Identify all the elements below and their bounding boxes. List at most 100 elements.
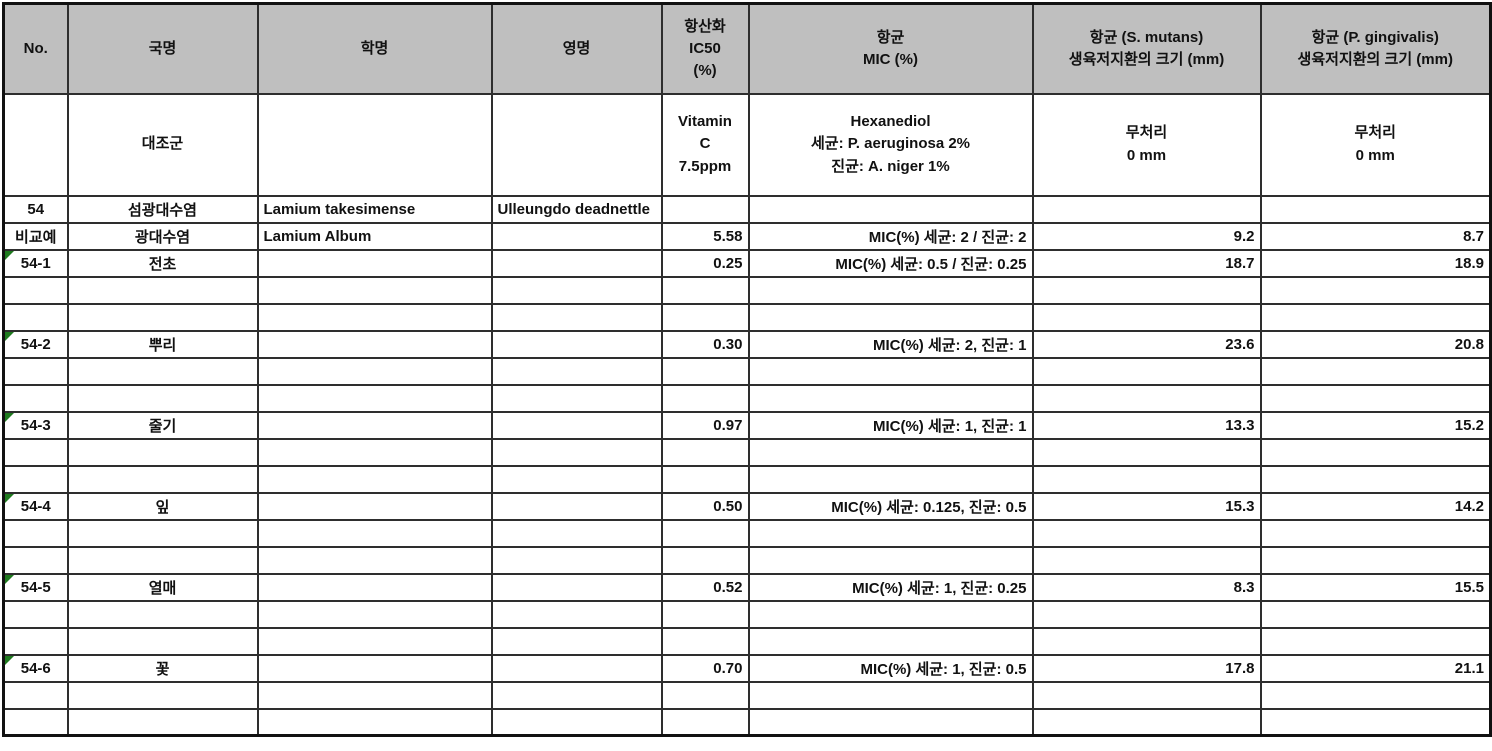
cell-antioxidant-ic50[interactable] [660, 680, 750, 710]
cell-english-name[interactable] [490, 518, 663, 548]
cell-scientific-name[interactable] [256, 518, 493, 548]
cell-english-name[interactable] [490, 356, 663, 386]
cell-scientific-name[interactable] [256, 545, 493, 575]
cell-antioxidant-ic50[interactable] [660, 518, 750, 548]
cell-korean-name[interactable] [66, 518, 259, 548]
cell-scientific-name[interactable] [256, 707, 493, 737]
cell-english-name[interactable] [490, 275, 663, 305]
cell-english-name[interactable] [490, 680, 663, 710]
cell-english-name[interactable] [490, 248, 663, 278]
cell-antioxidant-ic50[interactable]: 0.30 [660, 329, 750, 359]
cell-no[interactable] [2, 275, 69, 305]
cell-antioxidant-ic50[interactable]: 0.25 [660, 248, 750, 278]
cell-gingivalis-zone[interactable] [1259, 194, 1492, 224]
cell-korean-name[interactable] [66, 626, 259, 656]
cell-korean-name[interactable]: 섬광대수염 [66, 194, 259, 224]
cell-gingivalis-zone[interactable]: 18.9 [1259, 248, 1492, 278]
cell-english-name[interactable] [490, 626, 663, 656]
cell-english-name[interactable] [490, 707, 663, 737]
cell-no[interactable]: 54-3 [2, 410, 69, 440]
cell-gingivalis-zone[interactable] [1259, 545, 1492, 575]
cell-mutans-zone[interactable] [1031, 518, 1262, 548]
cell-mutans-zone[interactable]: 13.3 [1031, 410, 1262, 440]
cell-antioxidant-ic50[interactable]: 5.58 [660, 221, 750, 251]
cell-antioxidant-ic50[interactable] [660, 383, 750, 413]
cell-antibacterial-mic[interactable]: MIC(%) 세균: 1, 진균: 0.5 [747, 653, 1034, 683]
cell-antioxidant-ic50[interactable] [660, 626, 750, 656]
cell-mutans-zone[interactable] [1031, 707, 1262, 737]
cell-korean-name[interactable]: 뿌리 [66, 329, 259, 359]
cell-gingivalis-zone[interactable] [1259, 599, 1492, 629]
cell-scientific-name[interactable] [256, 491, 493, 521]
cell-antibacterial-mic[interactable] [747, 707, 1034, 737]
cell-gingivalis-zone[interactable] [1259, 626, 1492, 656]
cell-antibacterial-mic[interactable] [747, 275, 1034, 305]
cell-scientific-name[interactable] [256, 626, 493, 656]
cell-control-antioxidant[interactable]: Vitamin C 7.5ppm [660, 92, 750, 197]
cell-no[interactable] [2, 518, 69, 548]
cell-english-name[interactable] [490, 599, 663, 629]
cell-no[interactable]: 비교예 [2, 221, 69, 251]
cell-no[interactable] [2, 383, 69, 413]
cell-antioxidant-ic50[interactable] [660, 545, 750, 575]
cell-no[interactable]: 54 [2, 194, 69, 224]
cell-scientific-name[interactable] [256, 464, 493, 494]
cell-mutans-zone[interactable] [1031, 599, 1262, 629]
cell-korean-name[interactable]: 열매 [66, 572, 259, 602]
cell-no[interactable] [2, 599, 69, 629]
cell-antibacterial-mic[interactable] [747, 383, 1034, 413]
cell-english-name[interactable] [490, 410, 663, 440]
cell-mutans-zone[interactable]: 9.2 [1031, 221, 1262, 251]
cell-korean-name[interactable] [66, 437, 259, 467]
cell-korean-name[interactable] [66, 302, 259, 332]
cell-scientific-name[interactable] [256, 680, 493, 710]
cell-antibacterial-mic[interactable] [747, 626, 1034, 656]
cell-antibacterial-mic[interactable] [747, 302, 1034, 332]
cell-mutans-zone[interactable] [1031, 194, 1262, 224]
cell-antibacterial-mic[interactable]: MIC(%) 세균: 2 / 진균: 2 [747, 221, 1034, 251]
cell-no[interactable]: 54-4 [2, 491, 69, 521]
cell-no[interactable] [2, 464, 69, 494]
cell-mutans-zone[interactable] [1031, 545, 1262, 575]
cell-mutans-zone[interactable]: 15.3 [1031, 491, 1262, 521]
cell-antioxidant-ic50[interactable] [660, 437, 750, 467]
cell-scientific-name[interactable] [256, 302, 493, 332]
cell-antioxidant-ic50[interactable] [660, 275, 750, 305]
cell-mutans-zone[interactable]: 8.3 [1031, 572, 1262, 602]
cell-control-mutans[interactable]: 무처리 0 mm [1031, 92, 1262, 197]
cell-english-name[interactable] [490, 383, 663, 413]
cell-no[interactable] [2, 356, 69, 386]
cell-korean-name[interactable] [66, 356, 259, 386]
cell-no[interactable] [2, 302, 69, 332]
cell-english-name[interactable] [490, 545, 663, 575]
cell-scientific-name[interactable] [256, 383, 493, 413]
cell-antibacterial-mic[interactable] [747, 194, 1034, 224]
cell-scientific-name[interactable] [256, 653, 493, 683]
cell-gingivalis-zone[interactable]: 8.7 [1259, 221, 1492, 251]
cell-antibacterial-mic[interactable] [747, 356, 1034, 386]
cell-mutans-zone[interactable] [1031, 275, 1262, 305]
cell-english-name[interactable] [490, 329, 663, 359]
cell-korean-name[interactable] [66, 599, 259, 629]
cell-antibacterial-mic[interactable]: MIC(%) 세균: 0.5 / 진균: 0.25 [747, 248, 1034, 278]
cell-english-name[interactable] [490, 437, 663, 467]
cell-mutans-zone[interactable] [1031, 626, 1262, 656]
cell-antioxidant-ic50[interactable] [660, 707, 750, 737]
cell-no[interactable] [2, 437, 69, 467]
cell-korean-name[interactable] [66, 464, 259, 494]
cell-english-name[interactable] [490, 221, 663, 251]
cell-english-name[interactable] [490, 464, 663, 494]
cell-antibacterial-mic[interactable]: MIC(%) 세균: 0.125, 진균: 0.5 [747, 491, 1034, 521]
cell-no[interactable]: 54-6 [2, 653, 69, 683]
cell-antibacterial-mic[interactable] [747, 464, 1034, 494]
cell-scientific-name[interactable] [256, 356, 493, 386]
cell-no[interactable]: 54-2 [2, 329, 69, 359]
cell-gingivalis-zone[interactable]: 20.8 [1259, 329, 1492, 359]
cell-korean-name[interactable]: 줄기 [66, 410, 259, 440]
cell-antioxidant-ic50[interactable] [660, 302, 750, 332]
cell-mutans-zone[interactable] [1031, 464, 1262, 494]
cell-korean-name[interactable] [66, 680, 259, 710]
cell-gingivalis-zone[interactable]: 15.2 [1259, 410, 1492, 440]
cell-gingivalis-zone[interactable] [1259, 518, 1492, 548]
cell-antioxidant-ic50[interactable]: 0.52 [660, 572, 750, 602]
